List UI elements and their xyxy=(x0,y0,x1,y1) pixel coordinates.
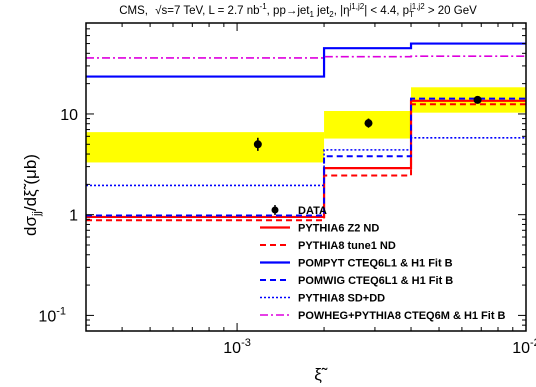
legend-label-3: POMPYT CTEQ6L1 & H1 Fit B xyxy=(298,258,453,270)
series-line-2 xyxy=(86,103,526,222)
series-line-3 xyxy=(86,42,526,78)
title-part-c: , pp→jet xyxy=(267,5,311,17)
title-part-c-sub2: 2 xyxy=(329,10,334,19)
mc-series-lines xyxy=(86,42,526,222)
x-axis-ticks: 10-3 10-2 xyxy=(85,23,536,357)
legend-label-6: POWHEG+PYTHIA8 CTEQ6M & H1 Fit B xyxy=(298,310,506,322)
x-tick-label-2: 10-2 xyxy=(512,337,536,357)
chart-title: CMS, √s=7 TeV, L = 2.7 nb-1, pp→jet1 jet… xyxy=(119,2,477,19)
y-tick-label-2: 1 xyxy=(69,208,78,225)
legend-label-2: PYTHIA8 tune1 ND xyxy=(298,240,396,252)
systematic-band-1 xyxy=(86,132,325,163)
title-part-a: CMS, xyxy=(119,5,148,17)
data-point-3 xyxy=(473,95,482,104)
y-tick-label-1: 10-1 xyxy=(38,305,66,325)
x-tick-label-1: 10-3 xyxy=(223,337,251,357)
y-axis-ticks: 10-1 1 10 xyxy=(38,22,526,332)
y-axis-label: dσjj/dξ̃ (μb) xyxy=(21,154,43,236)
title-part-c4: | < 4.4, p xyxy=(364,5,409,17)
legend-label-data: DATA xyxy=(298,205,327,217)
title-part-b: √s=7 TeV, L = 2.7 nb xyxy=(155,4,259,17)
legend-label-4: POMWIG CTEQ6L1 & H1 Fit B xyxy=(298,275,453,287)
title-part-c-sup3: j1,j2 xyxy=(409,2,425,11)
legend-label-1: PYTHIA6 Z2 ND xyxy=(298,223,379,235)
data-point-2 xyxy=(364,119,373,128)
title-part-c2: jet xyxy=(314,5,330,17)
title-part-b-sup: -1 xyxy=(260,2,268,11)
data-points xyxy=(253,95,482,151)
title-part-c3: , |η xyxy=(334,5,350,17)
series-line-5 xyxy=(86,136,526,187)
series-line-6 xyxy=(86,55,526,59)
title-part-c-sub3: T xyxy=(409,10,414,19)
series-line-4 xyxy=(86,97,526,217)
plot-frame xyxy=(85,22,527,332)
title-part-c5: > 20 GeV xyxy=(425,5,477,17)
legend: DATA PYTHIA6 Z2 ND PYTHIA8 tune1 ND POMPYT … xyxy=(260,205,506,322)
series-line-1 xyxy=(86,99,526,219)
plot-border xyxy=(85,22,527,332)
legend-label-5: PYTHIA8 SD+DD xyxy=(298,293,385,305)
data-point-1 xyxy=(253,140,262,149)
title-part-c-sub1: 1 xyxy=(309,10,314,19)
y-tick-label-3: 10 xyxy=(60,107,78,124)
x-axis-label: ξ̃ xyxy=(314,365,328,384)
title-part-c-sup: j1,j2 xyxy=(349,2,365,11)
